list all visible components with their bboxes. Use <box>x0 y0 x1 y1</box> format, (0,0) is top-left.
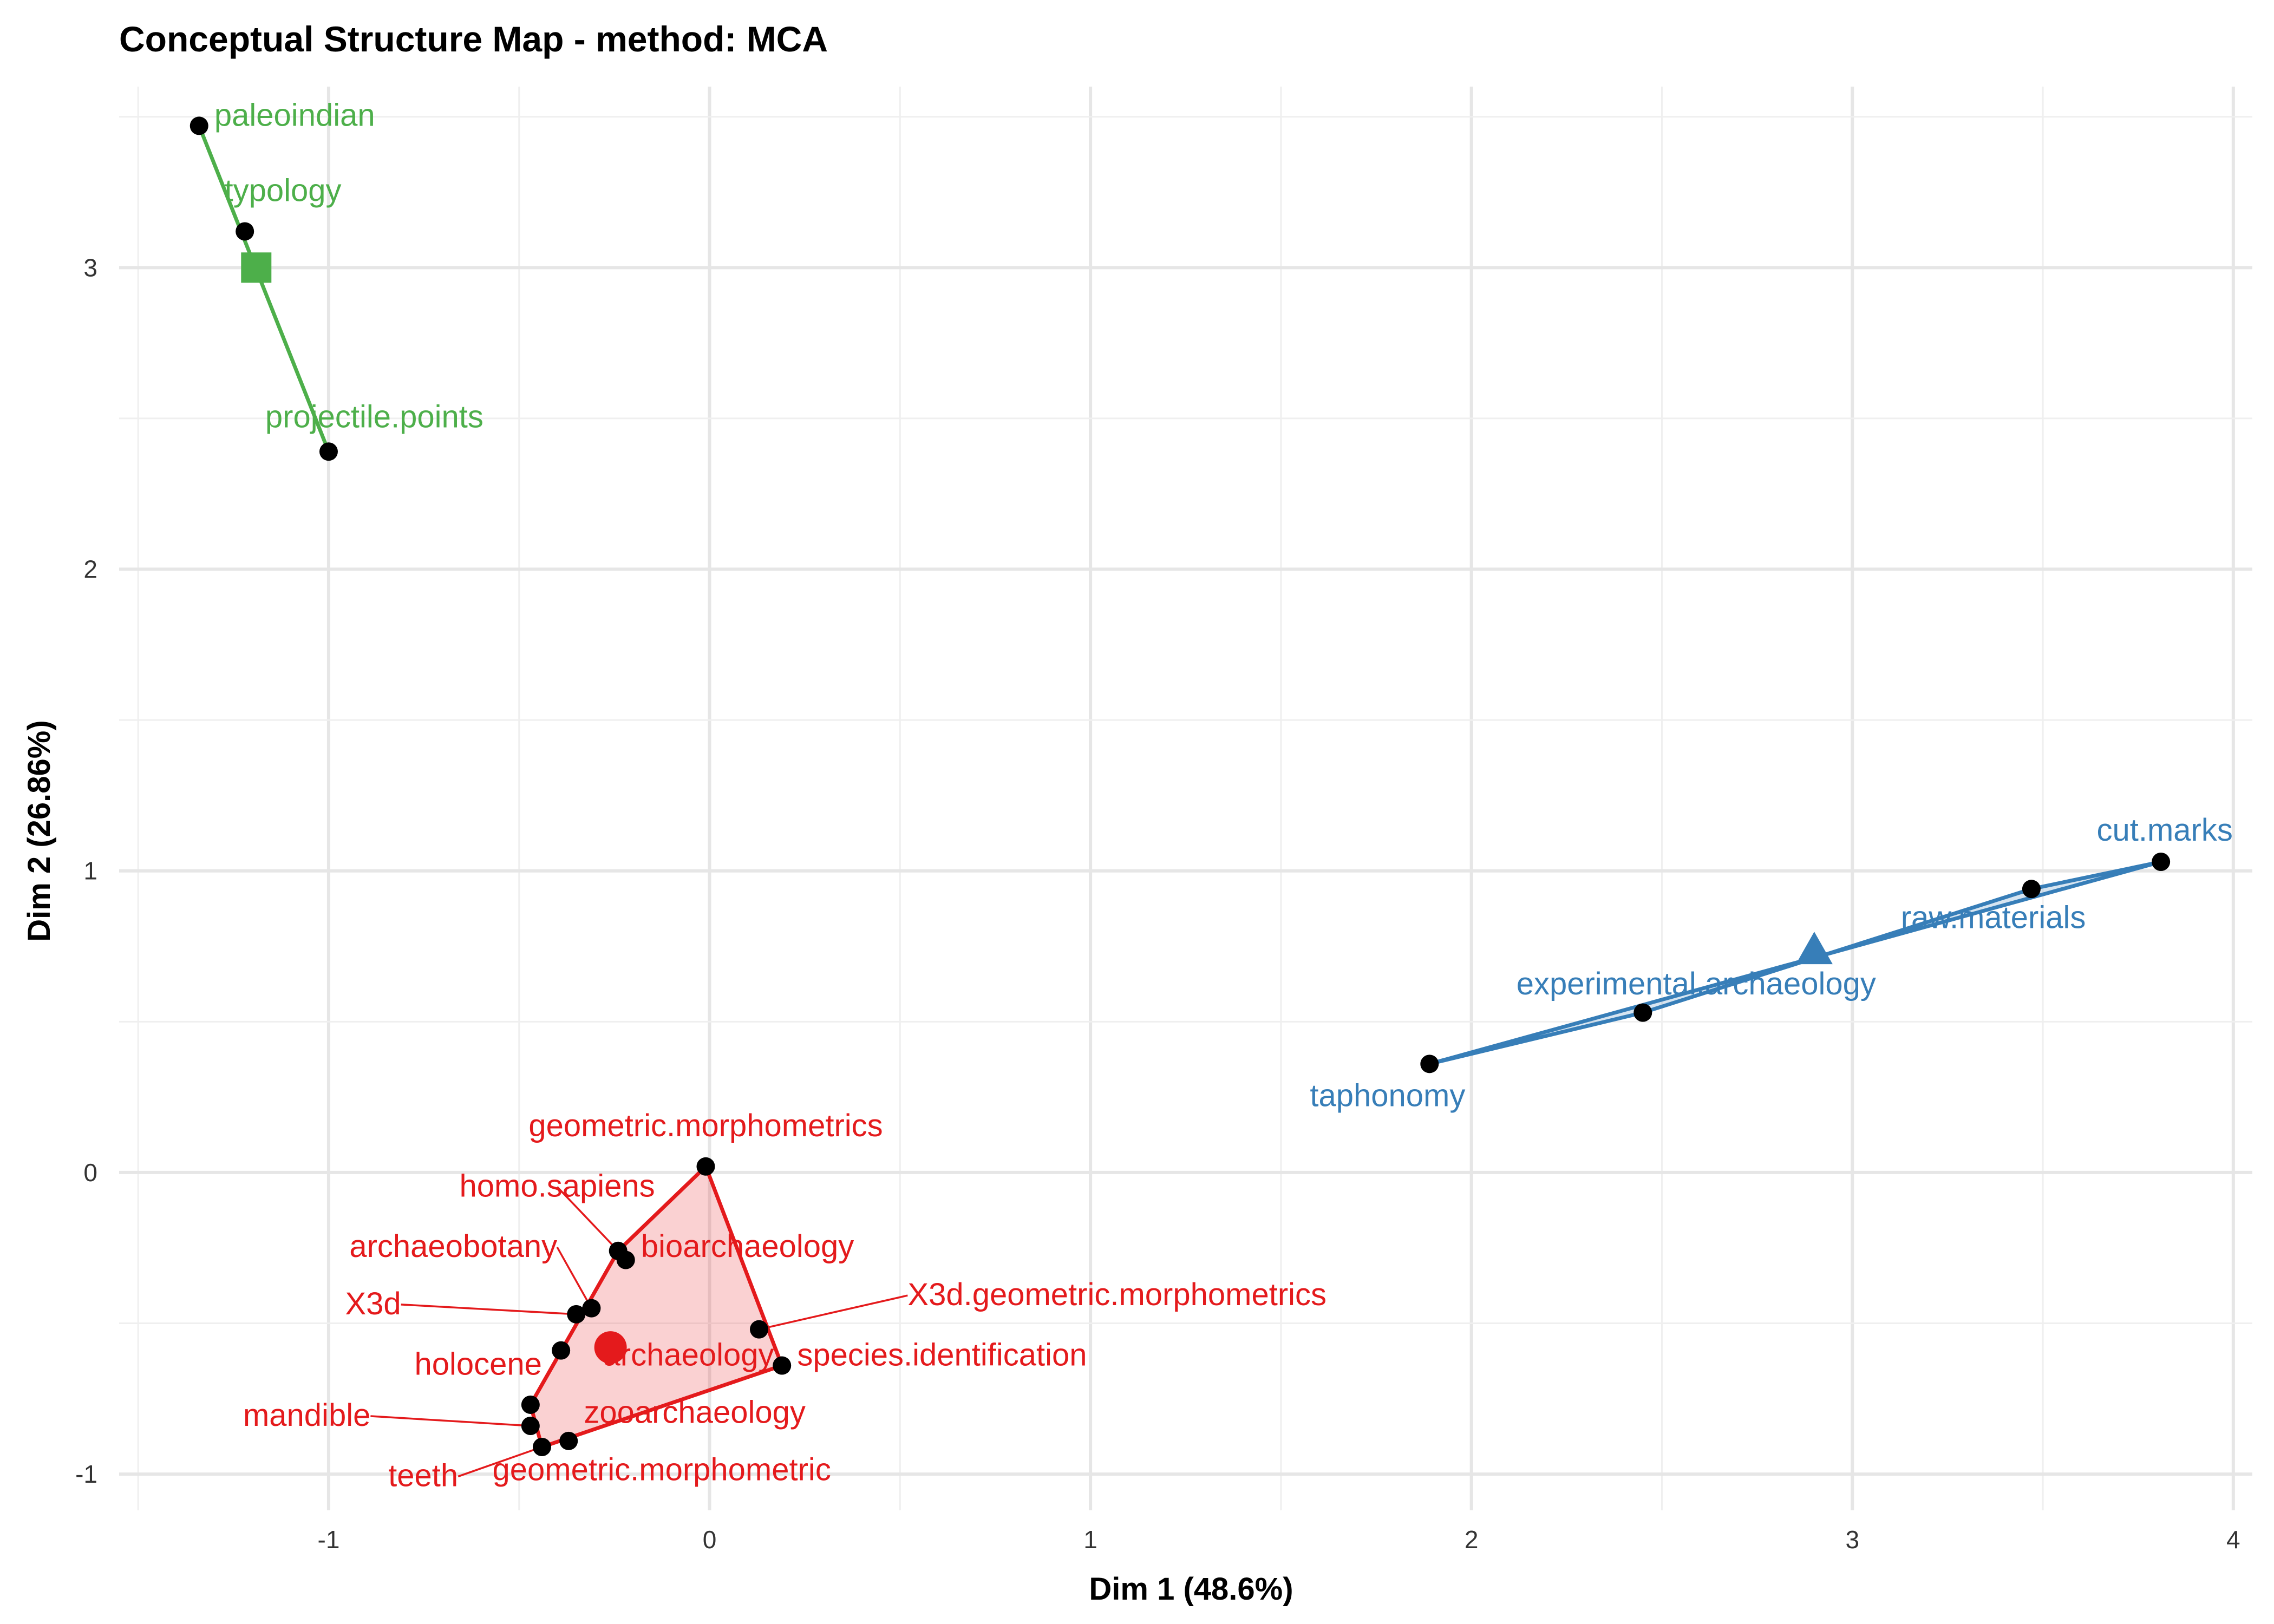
data-point <box>521 1395 540 1414</box>
data-points <box>190 116 2171 1456</box>
tick-labels: -1 0 1 2 3 4 -1 0 1 2 3 <box>75 253 2240 1554</box>
point-label: paleoindian <box>214 97 375 133</box>
data-point <box>190 116 208 135</box>
data-point <box>236 222 254 241</box>
x-tick-label: 2 <box>1465 1525 1479 1554</box>
point-label: zooarchaeology <box>584 1394 806 1430</box>
data-point <box>2022 880 2041 899</box>
point-label: archaeology <box>603 1338 774 1373</box>
label-leader-line <box>370 1415 531 1427</box>
point-label: archaeobotany <box>349 1229 557 1264</box>
label-leader-line <box>401 1304 577 1315</box>
point-label: X3d.geometric.morphometrics <box>907 1277 1327 1312</box>
point-label: X3d <box>345 1286 401 1321</box>
data-point <box>559 1431 578 1450</box>
data-point <box>616 1250 635 1269</box>
label-leader-line <box>556 1186 619 1252</box>
x-tick-label: 3 <box>1845 1525 1859 1554</box>
point-label: teeth <box>388 1458 458 1493</box>
data-point <box>773 1356 792 1375</box>
y-tick-label: 0 <box>83 1158 97 1187</box>
label-leader-lines <box>370 1186 908 1478</box>
data-point <box>696 1157 715 1176</box>
cluster-centroid <box>1795 932 1833 965</box>
point-label: geometric.morphometrics <box>528 1108 883 1143</box>
grid <box>119 87 2252 1510</box>
data-point <box>521 1416 540 1435</box>
y-axis-title: Dim 2 (26.86%) <box>22 720 57 941</box>
y-tick-label: -1 <box>75 1460 97 1488</box>
label-leader-line <box>759 1294 908 1331</box>
data-point <box>750 1320 768 1339</box>
point-label: taphonomy <box>1310 1078 1465 1113</box>
point-label: species.identification <box>797 1338 1087 1373</box>
x-tick-label: -1 <box>318 1525 340 1554</box>
data-point <box>319 442 338 461</box>
point-labels: geometric.morphometrics homo.sapiens bioar… <box>214 97 2233 1493</box>
point-label: geometric.morphometric <box>493 1452 831 1487</box>
cluster-centroids <box>241 252 1833 1364</box>
point-label: holocene <box>415 1346 542 1381</box>
data-point <box>1420 1055 1439 1073</box>
data-point <box>567 1305 586 1324</box>
data-point <box>532 1437 551 1456</box>
point-label: projectile.points <box>265 400 483 435</box>
point-label: raw.materials <box>1901 900 2086 935</box>
y-tick-label: 2 <box>83 555 97 584</box>
data-point <box>1633 1003 1652 1022</box>
cluster-hull <box>1427 860 2163 1066</box>
label-leader-line <box>556 1247 592 1309</box>
data-point <box>2152 853 2171 872</box>
x-axis-title: Dim 1 (48.6%) <box>1089 1571 1293 1607</box>
point-label: cut.marks <box>2096 813 2232 848</box>
point-label: typology <box>225 173 342 208</box>
point-label: bioarchaeology <box>641 1229 854 1264</box>
x-tick-label: 4 <box>2226 1525 2240 1554</box>
x-tick-label: 1 <box>1083 1525 1097 1554</box>
point-label: homo.sapiens <box>460 1169 655 1204</box>
data-point <box>582 1299 601 1318</box>
cluster-centroid <box>594 1331 627 1364</box>
chart-title: Conceptual Structure Map - method: MCA <box>119 19 828 59</box>
point-label: experimental.archaeology <box>1517 966 1876 1001</box>
x-tick-label: 0 <box>703 1525 717 1554</box>
y-tick-label: 1 <box>83 857 97 885</box>
point-label: mandible <box>243 1398 370 1433</box>
data-point <box>552 1341 571 1360</box>
label-leader-line <box>458 1446 543 1478</box>
cluster-centroid <box>241 252 272 283</box>
y-tick-label: 3 <box>83 253 97 281</box>
